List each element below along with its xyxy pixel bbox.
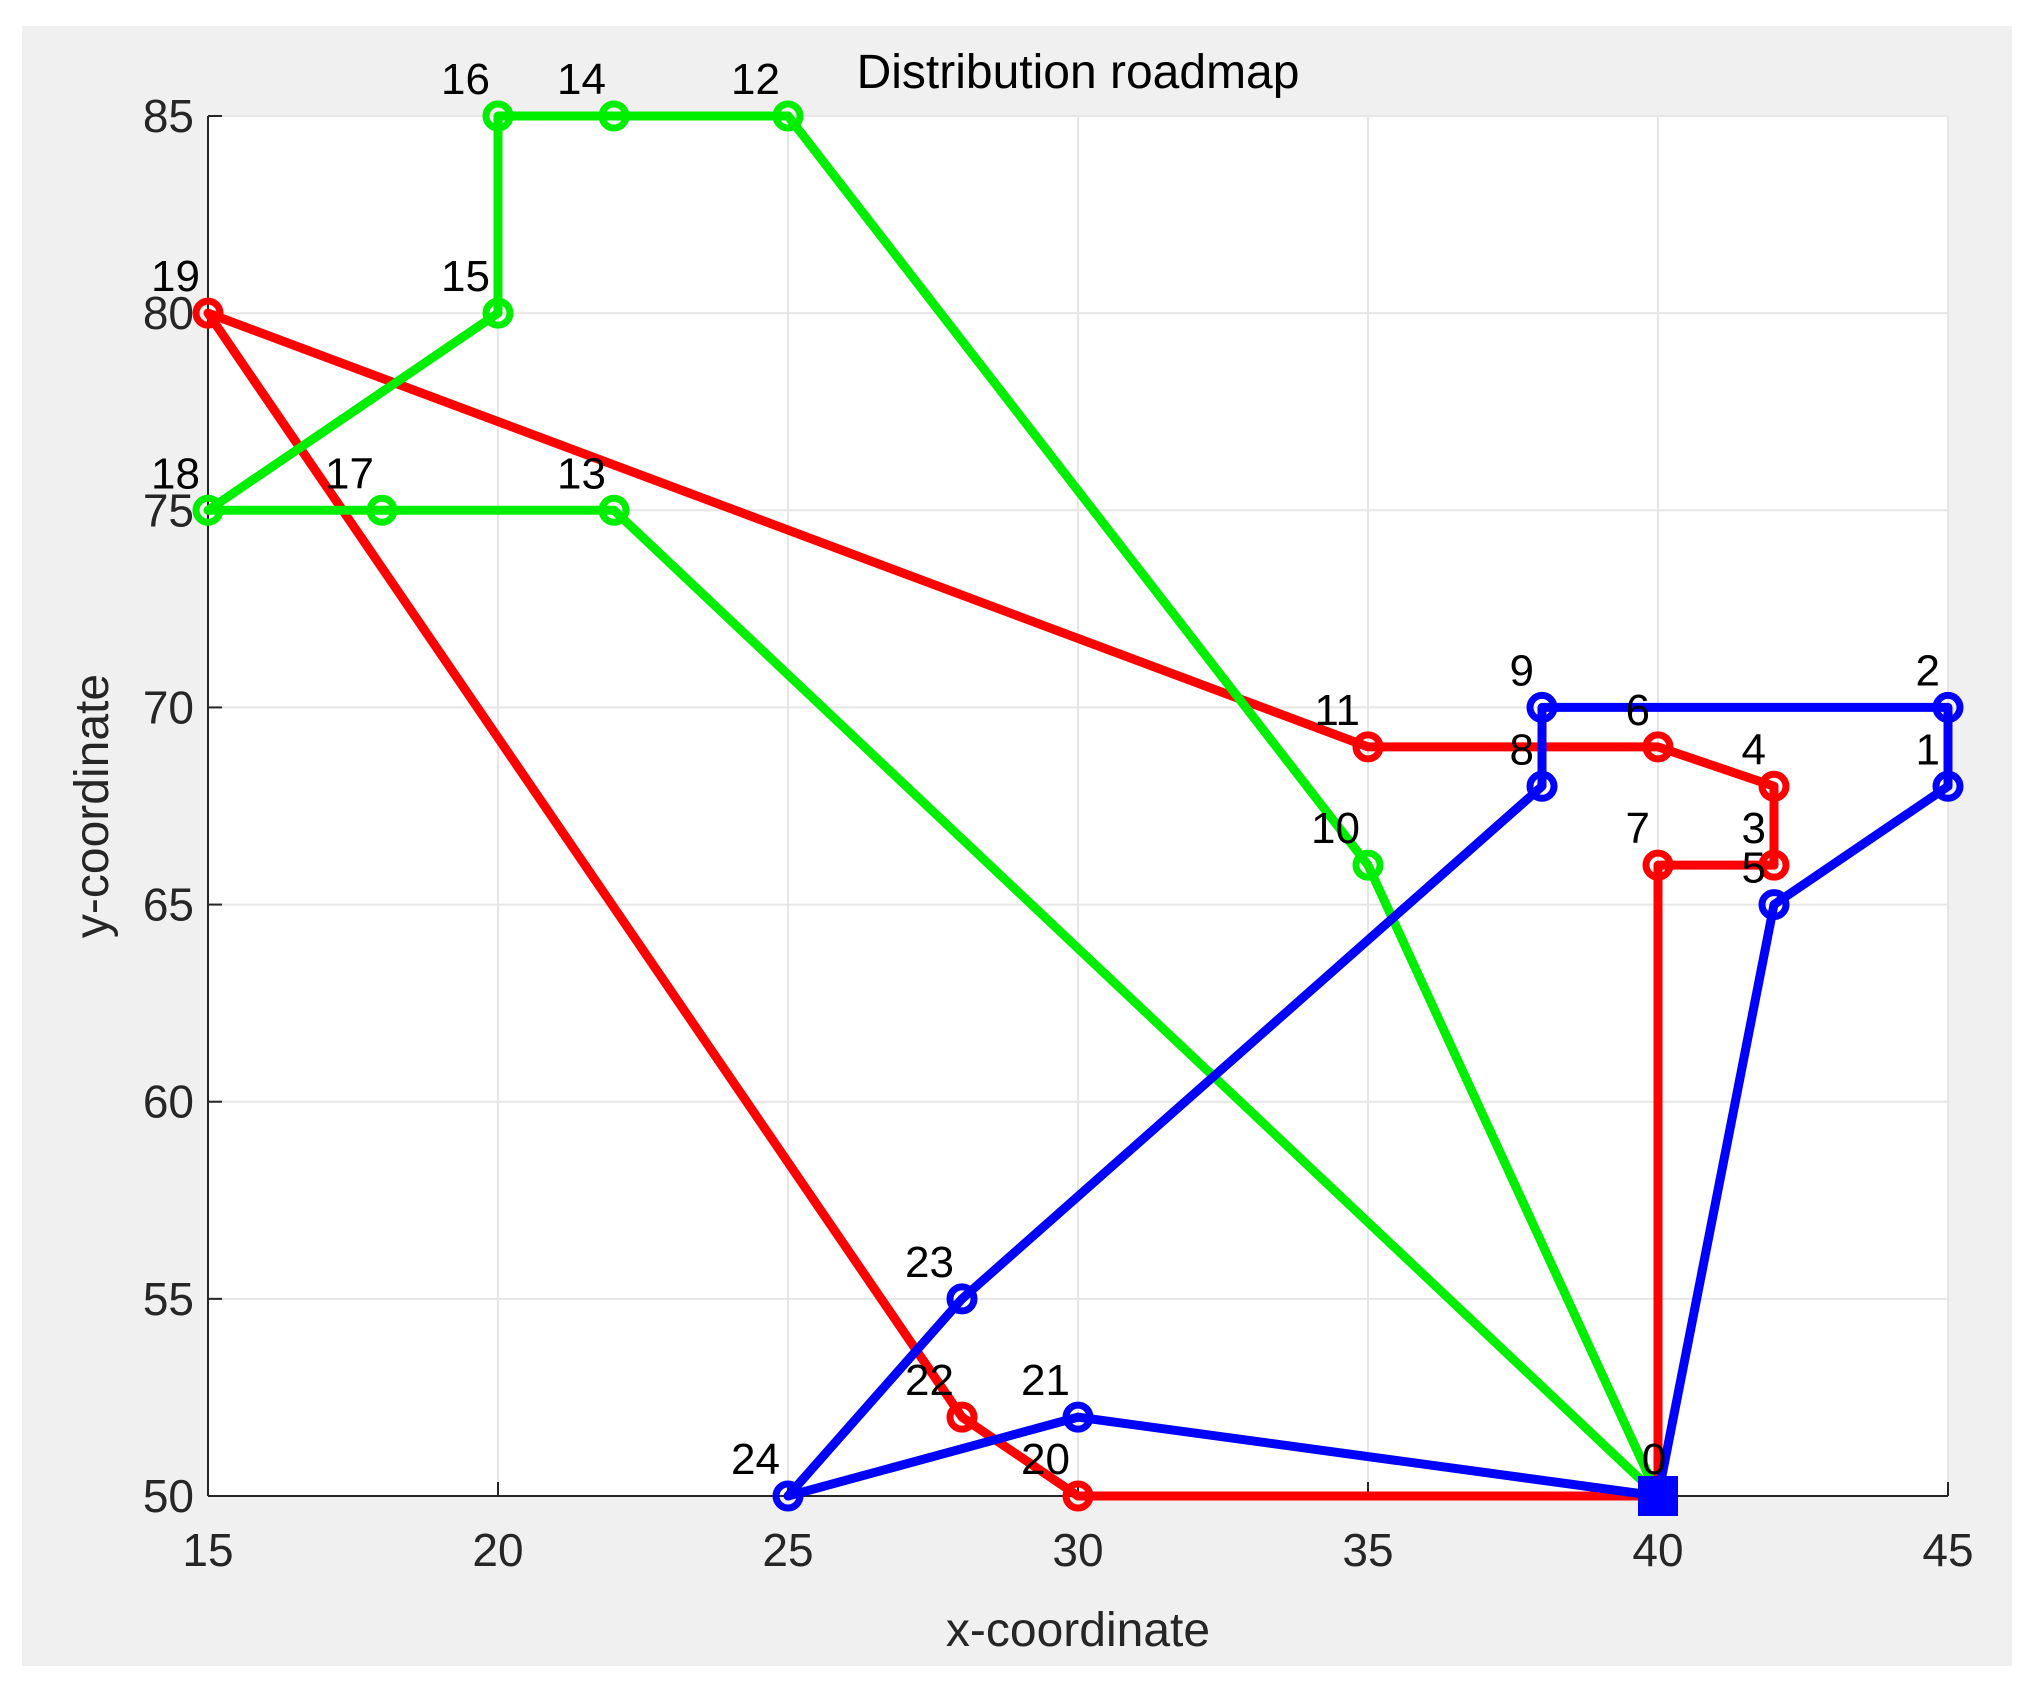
point-label-17: 17 xyxy=(325,449,374,498)
point-label-4: 4 xyxy=(1742,725,1766,774)
point-marker-5 xyxy=(1758,889,1790,921)
point-label-10: 10 xyxy=(1311,804,1360,853)
point-marker-1 xyxy=(1932,770,1964,802)
y-tick-label: 85 xyxy=(143,90,194,142)
depot-marker xyxy=(1638,1476,1678,1516)
point-label-7: 7 xyxy=(1626,804,1650,853)
point-marker-7 xyxy=(1642,849,1674,881)
point-marker-24 xyxy=(772,1480,804,1512)
point-label-22: 22 xyxy=(905,1356,954,1405)
point-label-19: 19 xyxy=(151,252,200,301)
y-tick-label: 60 xyxy=(143,1076,194,1128)
point-label-3: 3 xyxy=(1742,804,1766,853)
point-marker-11 xyxy=(1352,731,1384,763)
point-label-1: 1 xyxy=(1916,725,1940,774)
point-label-15: 15 xyxy=(441,252,490,301)
point-marker-16 xyxy=(482,100,514,132)
point-marker-23 xyxy=(946,1283,978,1315)
point-marker-8 xyxy=(1526,770,1558,802)
point-label-9: 9 xyxy=(1510,646,1534,695)
point-marker-10 xyxy=(1352,849,1384,881)
y-tick-label: 70 xyxy=(143,681,194,733)
point-label-20: 20 xyxy=(1021,1435,1070,1484)
y-tick-label: 65 xyxy=(143,879,194,931)
y-axis-label: y-coordinate xyxy=(66,674,119,938)
route-line-2 xyxy=(203,111,1663,1501)
point-marker-4 xyxy=(1758,770,1790,802)
point-marker-13 xyxy=(598,494,630,526)
x-axis-label: x-coordinate xyxy=(946,1604,1210,1657)
y-tick-label: 55 xyxy=(143,1273,194,1325)
point-label-6: 6 xyxy=(1626,686,1650,735)
x-tick-label: 20 xyxy=(472,1524,523,1576)
x-tick-label: 35 xyxy=(1342,1524,1393,1576)
point-marker-22 xyxy=(946,1401,978,1433)
x-tick-label: 25 xyxy=(762,1524,813,1576)
x-tick-label: 15 xyxy=(182,1524,233,1576)
point-label-5: 5 xyxy=(1742,844,1766,893)
routes xyxy=(203,111,1953,1501)
chart-title: Distribution roadmap xyxy=(857,46,1300,99)
point-label-18: 18 xyxy=(151,449,200,498)
point-marker-12 xyxy=(772,100,804,132)
point-label-8: 8 xyxy=(1510,725,1534,774)
point-label-12: 12 xyxy=(731,55,780,104)
point-marker-20 xyxy=(1062,1480,1094,1512)
route-line-1 xyxy=(203,308,1779,1501)
point-marker-19 xyxy=(192,297,224,329)
point-label-13: 13 xyxy=(557,449,606,498)
point-marker-2 xyxy=(1932,691,1964,723)
point-label-21: 21 xyxy=(1021,1356,1070,1405)
point-label-2: 2 xyxy=(1916,646,1940,695)
route-line-3 xyxy=(783,702,1953,1501)
point-label-11: 11 xyxy=(1314,686,1360,735)
y-tick-label: 80 xyxy=(143,287,194,339)
point-marker-21 xyxy=(1062,1401,1094,1433)
point-marker-9 xyxy=(1526,691,1558,723)
point-marker-15 xyxy=(482,297,514,329)
point-marker-3 xyxy=(1758,849,1790,881)
point-label-23: 23 xyxy=(905,1238,954,1287)
point-label-16: 16 xyxy=(441,55,490,104)
point-label-depot: 0 xyxy=(1642,1435,1666,1484)
point-marker-14 xyxy=(598,100,630,132)
point-label-24: 24 xyxy=(731,1435,780,1484)
point-label-14: 14 xyxy=(557,55,606,104)
y-tick-label: 50 xyxy=(143,1470,194,1522)
point-marker-18 xyxy=(192,494,224,526)
x-tick-label: 45 xyxy=(1922,1524,1973,1576)
x-tick-label: 40 xyxy=(1632,1524,1683,1576)
x-tick-label: 30 xyxy=(1052,1524,1103,1576)
point-marker-17 xyxy=(366,494,398,526)
y-tick-label: 75 xyxy=(143,484,194,536)
point-marker-6 xyxy=(1642,731,1674,763)
point-markers xyxy=(192,100,1964,1516)
